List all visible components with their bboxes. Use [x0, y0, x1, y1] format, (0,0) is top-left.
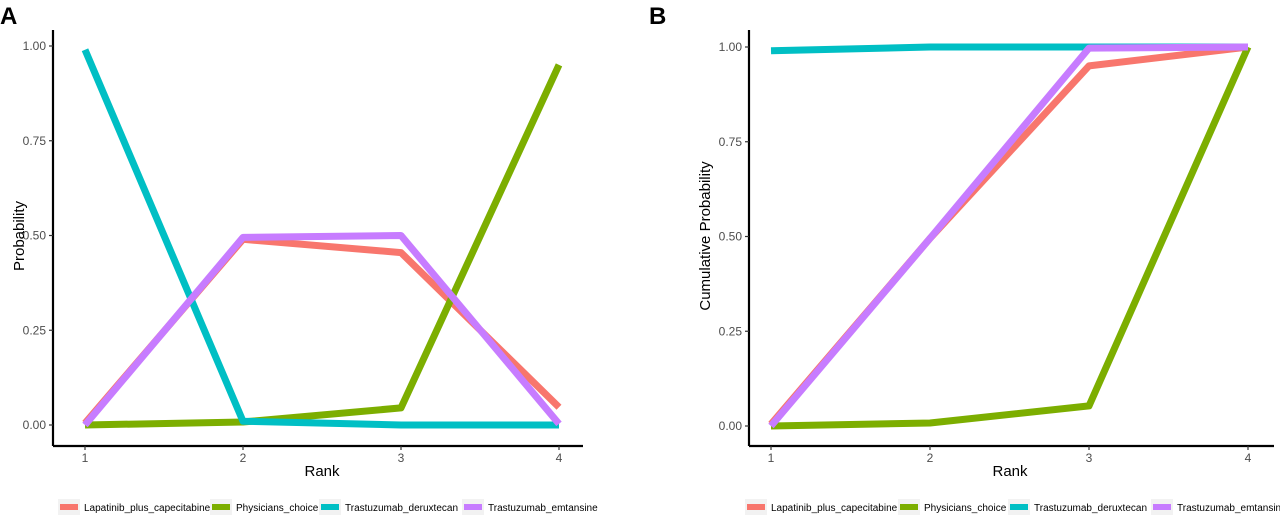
legend-item-b: Physicians_choice: [898, 499, 1007, 515]
series-lines-b: [768, 43, 1252, 430]
x-tick-label-b: 3: [1086, 451, 1093, 465]
y-tick-label-b: 0.00: [719, 419, 743, 433]
line-a-lapatinib-plus-capecitabine: [82, 235, 562, 426]
y-tick-label-a: 1.00: [23, 39, 47, 53]
y-tick-label-b: 0.25: [719, 324, 743, 338]
legend-label-b: Lapatinib_plus_capecitabine: [771, 503, 898, 514]
panel-label-b: B: [649, 3, 666, 30]
legend-label-a: Lapatinib_plus_capecitabine: [84, 503, 211, 514]
y-axis-title-a: Probability: [11, 200, 28, 271]
legend-item-a: Trastuzumab_deruxtecan: [319, 499, 458, 515]
legend-item-b: Trastuzumab_deruxtecan: [1008, 499, 1147, 515]
x-tick-label-b: 2: [927, 451, 934, 465]
y-tick-label-a: 0.50: [23, 229, 47, 243]
y-tick-label-a: 0.00: [23, 418, 47, 432]
legend-item-b: Trastuzumab_emtansine: [1151, 499, 1280, 515]
x-axis-title-a: Rank: [304, 463, 340, 480]
legend-label-a: Trastuzumab_deruxtecan: [345, 503, 458, 514]
y-tick-label-a: 0.25: [23, 323, 47, 337]
legend-a: Lapatinib_plus_capecitabine Physicians_ch…: [58, 499, 598, 515]
panel-a: A 0.00 0.25 0.50 0.75 1.00 1 2 3 4 Rank Probability…: [0, 3, 598, 515]
legend-item-a: Physicians_choice: [210, 499, 319, 515]
line-b-physicians-choice: [770, 45, 1252, 430]
y-tick-label-b: 1.00: [719, 40, 743, 54]
line-b-lapatinib-plus-capecitabine: [768, 43, 1249, 427]
x-tick-label-a: 1: [82, 451, 89, 465]
y-tick-label-b: 0.50: [719, 230, 743, 244]
legend-label-b: Physicians_choice: [924, 503, 1007, 514]
x-tick-label-b: 1: [768, 451, 775, 465]
line-b-trastuzumab-emtansine: [768, 43, 1249, 429]
legend-label-a: Physicians_choice: [236, 503, 319, 514]
x-axis-title-b: Rank: [992, 463, 1028, 480]
panel-label-a: A: [0, 3, 17, 30]
legend-label-b: Trastuzumab_emtansine: [1177, 503, 1280, 514]
legend-item-a: Trastuzumab_emtansine: [462, 499, 598, 515]
y-tick-label-a: 0.75: [23, 134, 47, 148]
y-axis-title-b: Cumulative Probability: [697, 161, 714, 311]
line-a-trastuzumab-deruxtecan: [81, 48, 559, 429]
series-lines-a: [81, 48, 563, 429]
line-a-physicians-choice: [84, 63, 563, 429]
x-tick-label-b: 4: [1245, 451, 1252, 465]
x-tick-label-a: 3: [398, 451, 405, 465]
legend-label-a: Trastuzumab_emtansine: [488, 503, 598, 514]
legend-b: Lapatinib_plus_capecitabine Physicians_ch…: [745, 499, 1280, 515]
x-tick-label-a: 4: [556, 451, 563, 465]
line-a-trastuzumab-emtansine: [82, 232, 562, 428]
y-tick-label-b: 0.75: [719, 135, 743, 149]
legend-label-b: Trastuzumab_deruxtecan: [1034, 503, 1147, 514]
legend-item-b: Lapatinib_plus_capecitabine: [745, 499, 898, 515]
x-tick-label-a: 2: [240, 451, 247, 465]
legend-item-a: Lapatinib_plus_capecitabine: [58, 499, 211, 515]
panel-b: B 0.00 0.25 0.50 0.75 1.00 1 2 3 4 Rank Cumulative …: [649, 3, 1280, 515]
